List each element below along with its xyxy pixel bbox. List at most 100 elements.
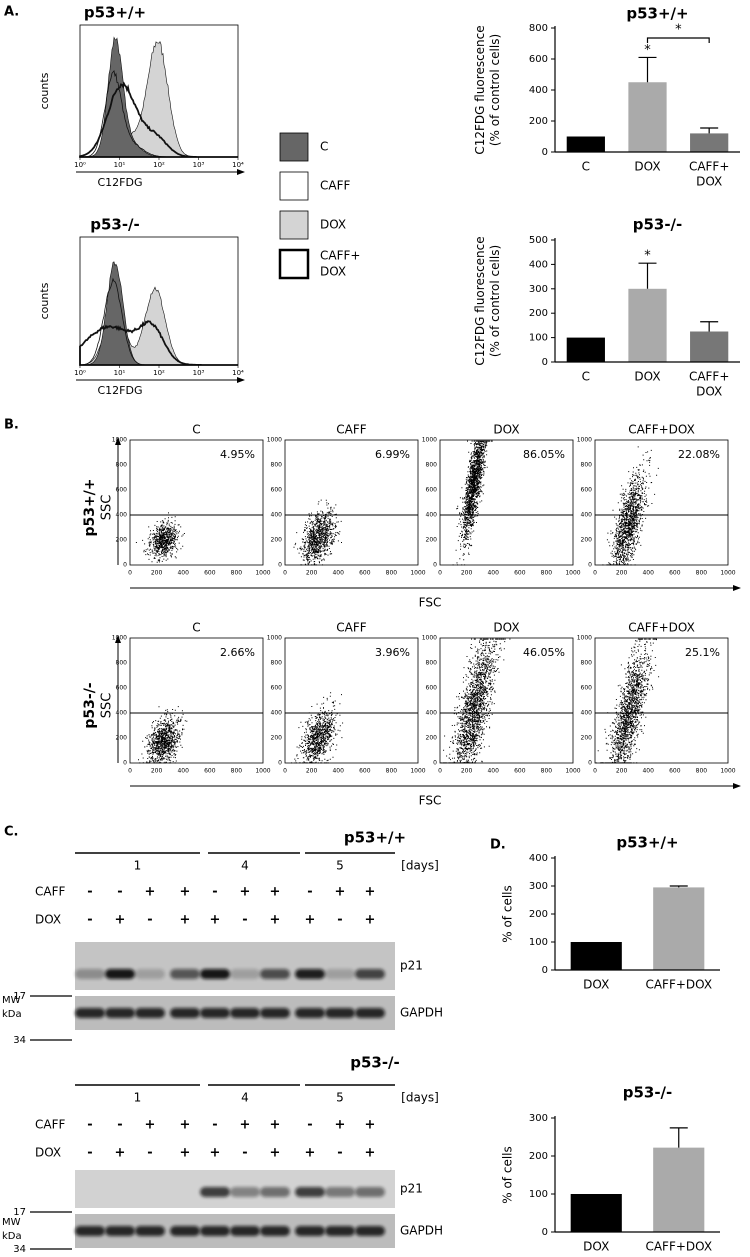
x-tick-label: 200 <box>151 570 163 577</box>
treatment-sign: + <box>210 1146 221 1161</box>
y-tick-label: 1000 <box>577 437 592 444</box>
legend-swatch <box>279 171 309 201</box>
event-dots <box>135 512 185 563</box>
y-tick-label: 600 <box>271 487 283 494</box>
protein-band <box>260 1226 290 1236</box>
x-tick-label: 0 <box>128 570 132 577</box>
event-dots <box>595 638 660 764</box>
x-tick-label: 1000 <box>410 768 425 775</box>
treatment-sign: - <box>212 1118 217 1133</box>
protein-band <box>230 1008 260 1018</box>
y-tick-label: 600 <box>271 685 283 692</box>
x-tick-label: 10³ <box>193 369 205 377</box>
x-tick-label: DOX <box>583 978 609 992</box>
x-tick-label: 10⁰ <box>74 369 86 377</box>
protein-band <box>135 1008 165 1018</box>
x-tick-label: DOX <box>634 370 660 384</box>
treatment-sign: + <box>270 885 281 900</box>
y-tick-label: 0 <box>278 562 282 569</box>
x-tick-label: CAFF+DOX <box>645 978 712 992</box>
x-tick-label: 400 <box>487 570 499 577</box>
panel-label: C. <box>4 825 18 840</box>
marker-label: 34 <box>13 1244 26 1255</box>
event-dots <box>452 440 493 566</box>
y-tick-label: 100 <box>529 937 548 948</box>
x-tick-label: 10³ <box>193 161 205 169</box>
bar <box>628 82 667 152</box>
protein-band <box>105 1226 135 1236</box>
chart-title: p53+/+ <box>626 5 688 23</box>
y-tick-label: 1000 <box>112 635 127 642</box>
x-tick-label: DOX <box>696 385 722 399</box>
treatment-sign: + <box>180 913 191 928</box>
x-tick-label: 400 <box>177 570 189 577</box>
plot-title: CAFF <box>336 621 366 635</box>
day-unit: [days] <box>401 1091 439 1105</box>
legend-swatch <box>278 248 310 280</box>
y-tick-label: 300 <box>529 881 548 892</box>
x-tick-label: 800 <box>231 768 243 775</box>
treatment-sign: + <box>240 1118 251 1133</box>
bar <box>653 887 705 970</box>
plot-title: DOX <box>493 423 519 437</box>
error-bar <box>638 262 657 289</box>
y-axis-label: (% of control cells) <box>488 245 502 357</box>
y-tick-label: 200 <box>529 308 548 319</box>
row-label: DOX <box>35 1146 61 1160</box>
legend-label: DOX <box>320 265 346 279</box>
error-bar <box>669 1127 688 1148</box>
treatment-sign: - <box>147 1146 152 1161</box>
x-tick-label: 200 <box>306 570 318 577</box>
treatment-sign: + <box>210 913 221 928</box>
histogram-title: p53+/+ <box>84 4 146 22</box>
protein-band <box>75 1008 105 1018</box>
bar <box>566 136 605 152</box>
treatment-sign: - <box>242 913 247 928</box>
protein-band <box>230 969 260 979</box>
y-tick-label: 800 <box>426 462 438 469</box>
x-axis-label: C12FDG <box>98 384 143 397</box>
gate-percentage: 25.1% <box>685 646 720 659</box>
y-tick-label: 600 <box>426 685 438 692</box>
y-tick-label: 200 <box>529 116 548 127</box>
x-tick-label: 400 <box>332 768 344 775</box>
band-label: GAPDH <box>400 1224 443 1238</box>
treatment-sign: - <box>307 1118 312 1133</box>
x-tick-label: CAFF+ <box>689 370 729 384</box>
treatment-sign: - <box>87 885 92 900</box>
x-tick-label: 200 <box>151 768 163 775</box>
y-tick-label: 500 <box>529 235 548 246</box>
treatment-sign: - <box>337 913 342 928</box>
y-tick-label: 400 <box>426 710 438 717</box>
protein-band <box>260 1008 290 1018</box>
x-tick-label: 10¹ <box>114 161 126 169</box>
gate-percentage: 86.05% <box>523 448 565 461</box>
day-label: 1 <box>134 1091 142 1105</box>
x-tick-label: DOX <box>696 175 722 189</box>
y-tick-label: 1000 <box>422 635 437 642</box>
significance-bracket <box>646 37 710 43</box>
plot-frame <box>129 439 264 566</box>
protein-band <box>105 1008 135 1018</box>
y-tick-label: 0 <box>433 562 437 569</box>
y-tick-label: 0 <box>542 357 548 368</box>
x-tick-label: 10² <box>153 161 165 169</box>
error-bar <box>669 885 688 888</box>
treatment-sign: - <box>117 885 122 900</box>
treatment-sign: - <box>117 1118 122 1133</box>
y-axis-label: % of cells <box>501 1146 515 1204</box>
plot-title: C <box>192 423 200 437</box>
error-bar <box>638 56 657 83</box>
treatment-sign: + <box>365 913 376 928</box>
y-tick-label: 200 <box>116 537 128 544</box>
y-tick-label: 400 <box>529 259 548 270</box>
x-tick-label: 600 <box>204 570 216 577</box>
y-axis-label: SSC <box>100 693 115 719</box>
gate-percentage: 46.05% <box>523 646 565 659</box>
protein-band <box>325 1187 355 1197</box>
day-label: 1 <box>134 859 142 873</box>
y-tick-label: 400 <box>529 85 548 96</box>
protein-band <box>170 1226 200 1236</box>
chart-title: p53+/+ <box>616 834 678 852</box>
treatment-sign: - <box>307 885 312 900</box>
